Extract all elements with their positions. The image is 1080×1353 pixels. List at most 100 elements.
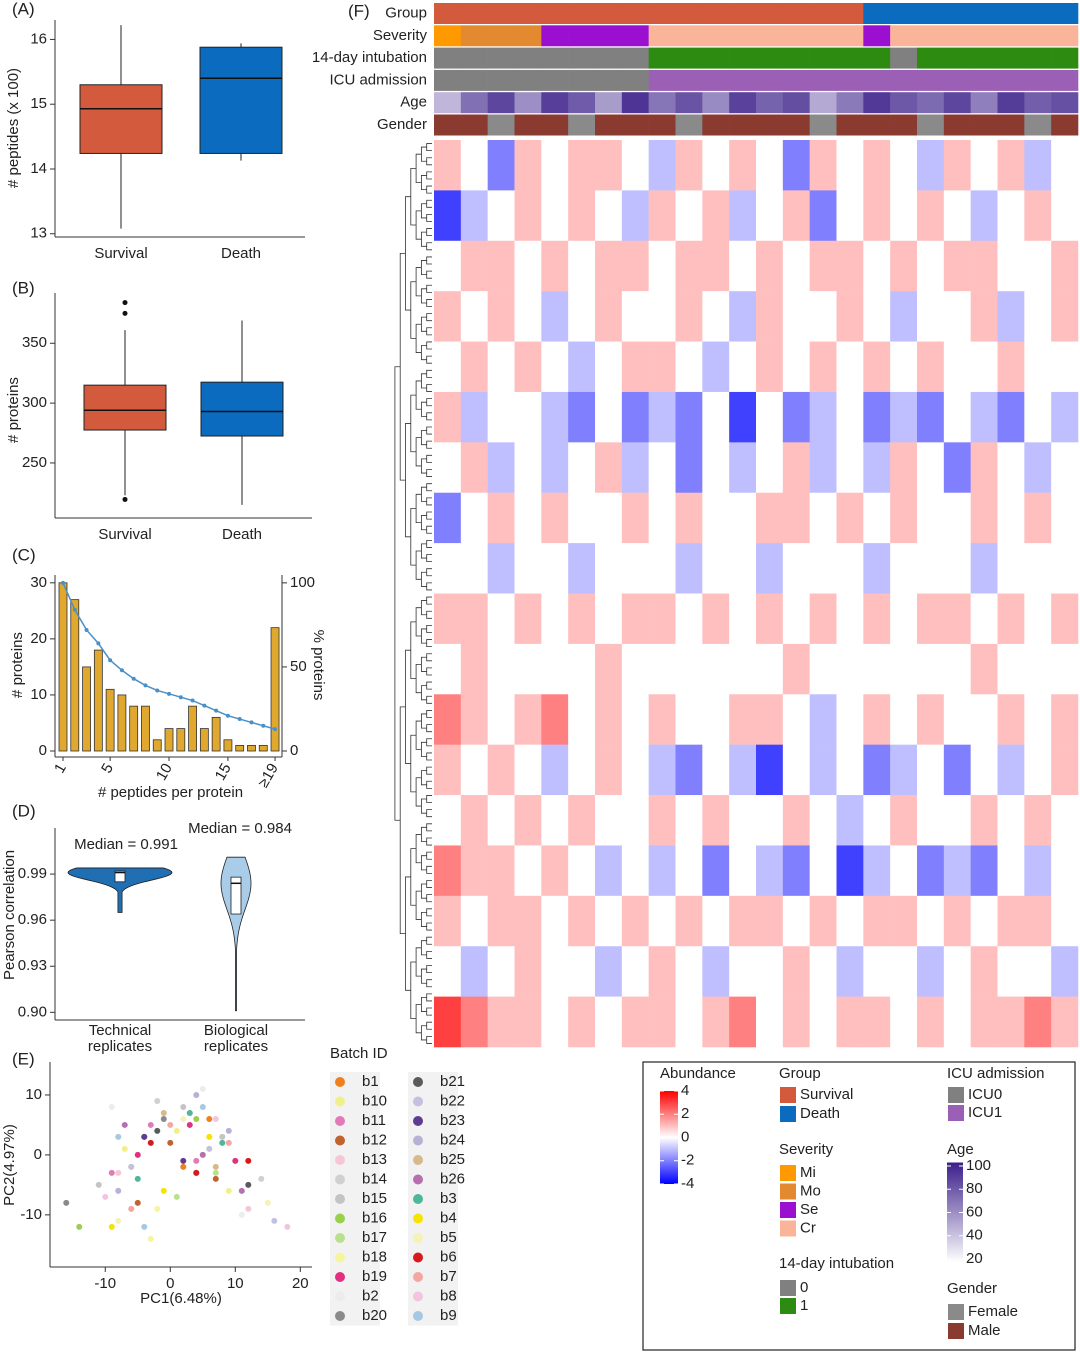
track-cell: [756, 25, 784, 47]
track-cell: [514, 69, 542, 91]
heatmap-cell: [943, 744, 971, 796]
track-cell: [782, 92, 810, 114]
heatmap-cell: [970, 845, 998, 897]
heatmap-cell: [890, 845, 918, 897]
y-tick-label: 10: [30, 686, 47, 703]
heatmap-cell: [863, 996, 891, 1048]
heatmap-cell: [970, 946, 998, 997]
dendrogram-branch: [421, 571, 427, 587]
heatmap-cell: [675, 240, 703, 292]
heatmap-cell: [943, 946, 971, 997]
track-cell: [460, 47, 488, 69]
dendrogram-branch: [399, 252, 406, 481]
heatmap-cell: [729, 643, 757, 695]
heatmap-cell: [997, 895, 1025, 947]
dendrogram-branch: [426, 724, 432, 733]
heatmap-cell: [595, 543, 623, 594]
dendrogram-branch: [405, 423, 411, 538]
point: [121, 1121, 128, 1128]
bar: [247, 744, 256, 752]
heatmap-cell: [434, 593, 462, 645]
heatmap-cell: [648, 946, 676, 997]
dendrogram-branch: [421, 940, 427, 956]
heatmap-cell: [997, 492, 1025, 544]
colorbar-label: -4: [681, 1175, 694, 1192]
dendrogram-branch: [426, 384, 432, 392]
heatmap-cell: [675, 795, 703, 846]
box: [200, 381, 284, 437]
dendrogram-branch: [426, 823, 432, 832]
heatmap-cell: [1024, 442, 1052, 494]
heatmap-cell: [836, 391, 864, 443]
point: [214, 708, 219, 713]
track-cell: [970, 69, 998, 91]
legend-label: 0: [800, 1279, 808, 1296]
y-tick-label: 14: [30, 160, 47, 177]
dendrogram-branch: [426, 880, 432, 888]
heatmap-cell: [541, 996, 569, 1048]
dendrogram-branch: [415, 777, 422, 807]
dendrogram-branch: [426, 894, 432, 903]
legend-label: b6: [440, 1248, 457, 1265]
point: [76, 1223, 83, 1230]
colorbar-label: 20: [966, 1250, 983, 1267]
heatmap-cell: [809, 341, 837, 393]
track-cell: [890, 25, 918, 47]
heatmap-cell: [568, 895, 596, 947]
dendrogram-branch: [426, 256, 432, 265]
track-cell: [863, 3, 891, 24]
y-tick-label: 10: [25, 1086, 42, 1103]
point: [206, 1145, 213, 1152]
legend-swatch: [413, 1116, 423, 1126]
heatmap-cell: [434, 240, 462, 292]
heatmap-cell: [648, 442, 676, 494]
heatmap-cell: [943, 996, 971, 1048]
heatmap-cell: [729, 391, 757, 443]
heatmap-cell: [917, 946, 945, 997]
x-tick-label: Biological replicates: [204, 1022, 268, 1055]
track-cell: [756, 114, 784, 136]
heatmap-cell: [890, 291, 918, 342]
panel-label: (A): [12, 0, 35, 18]
heatmap-cell: [621, 391, 649, 443]
point: [284, 1223, 291, 1230]
axis-title: # proteins: [5, 377, 22, 443]
heatmap-cell: [756, 694, 784, 745]
point: [202, 703, 207, 708]
point: [61, 580, 65, 585]
heatmap-cell: [917, 895, 945, 947]
legend-label: b17: [362, 1229, 387, 1246]
dendrogram-branch: [421, 600, 427, 616]
heatmap-cell: [514, 391, 542, 443]
heatmap-cell: [648, 291, 676, 342]
heatmap-cell: [729, 795, 757, 846]
heatmap-cell: [997, 240, 1025, 292]
panel-label: (F): [348, 1, 370, 20]
heatmap-cell: [1024, 694, 1052, 745]
heatmap-cell: [460, 543, 488, 594]
track-cell: [595, 92, 623, 114]
heatmap-cell: [863, 895, 891, 947]
heatmap-cell: [1051, 190, 1079, 242]
point: [261, 723, 266, 728]
heatmap-cell: [487, 946, 515, 997]
heatmap-cell: [756, 291, 784, 342]
point: [95, 1181, 102, 1188]
track-cell: [836, 3, 864, 24]
heatmap-cell: [943, 795, 971, 846]
heatmap-cell: [782, 795, 810, 846]
track-cell: [568, 114, 596, 136]
track-cell: [943, 47, 971, 69]
heatmap-cell: [836, 442, 864, 494]
heatmap-cell: [514, 744, 542, 796]
legend-swatch: [948, 1304, 964, 1320]
heatmap-cell: [541, 593, 569, 645]
dendrogram-branch: [426, 199, 432, 208]
track-cell: [836, 69, 864, 91]
dendrogram-branch: [426, 610, 432, 619]
heatmap-cell: [675, 946, 703, 997]
track-cell: [702, 47, 730, 69]
heatmap-cell: [595, 744, 623, 796]
heatmap-cell: [756, 391, 784, 443]
violin: [220, 856, 252, 1012]
